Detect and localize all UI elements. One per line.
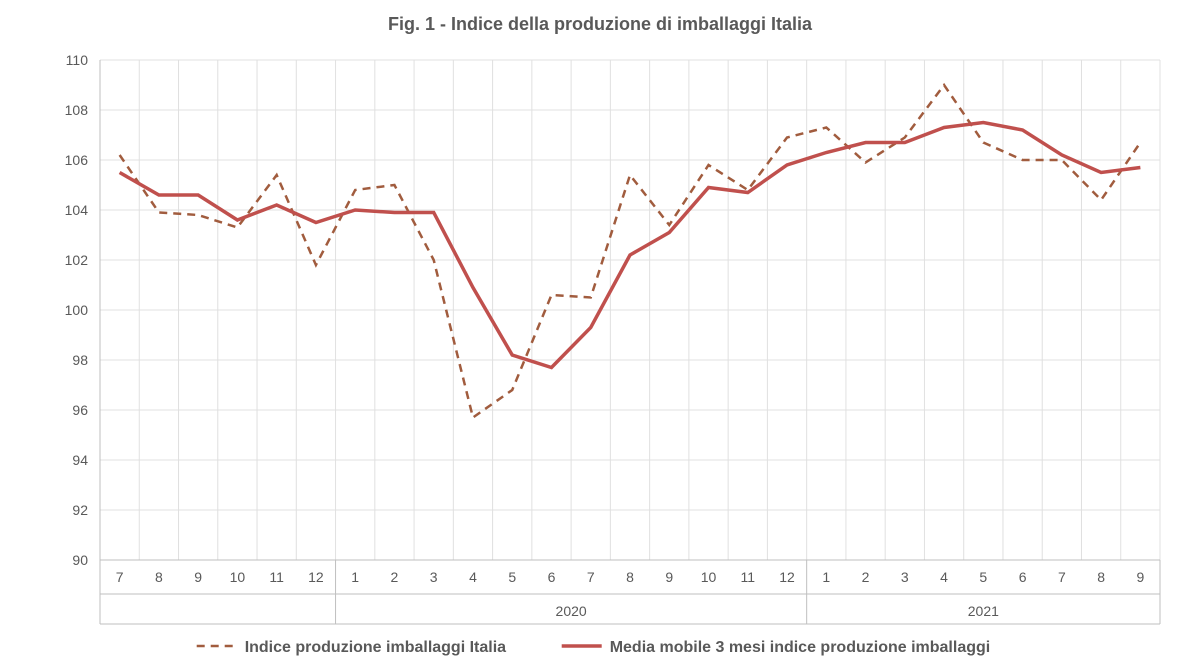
y-tick-label: 106	[65, 152, 89, 168]
chart-title: Fig. 1 - Indice della produzione di imba…	[388, 14, 813, 34]
x-tick-label: 8	[626, 569, 634, 585]
y-tick-label: 104	[65, 202, 89, 218]
legend-label: Indice produzione imballaggi Italia	[245, 639, 506, 656]
x-tick-label: 5	[979, 569, 987, 585]
x-tick-label: 2	[862, 569, 870, 585]
x-tick-label: 3	[901, 569, 909, 585]
y-tick-label: 92	[72, 502, 88, 518]
x-tick-label: 6	[1019, 569, 1027, 585]
x-tick-label: 10	[701, 569, 717, 585]
x-tick-label: 9	[665, 569, 673, 585]
x-tick-label: 10	[230, 569, 246, 585]
y-tick-label: 100	[65, 302, 89, 318]
y-tick-label: 90	[72, 552, 88, 568]
x-tick-label: 2	[391, 569, 399, 585]
x-tick-label: 7	[1058, 569, 1066, 585]
x-tick-label: 6	[548, 569, 556, 585]
x-tick-label: 1	[351, 569, 359, 585]
x-tick-label: 12	[308, 569, 324, 585]
y-tick-label: 108	[65, 102, 89, 118]
legend-label: Media mobile 3 mesi indice produzione im…	[610, 639, 991, 656]
x-tick-label: 1	[822, 569, 830, 585]
x-tick-label: 3	[430, 569, 438, 585]
line-chart: Fig. 1 - Indice della produzione di imba…	[0, 0, 1200, 670]
x-tick-label: 4	[940, 569, 948, 585]
x-tick-label: 7	[587, 569, 595, 585]
x-year-label: 2021	[968, 603, 999, 619]
x-tick-label: 4	[469, 569, 477, 585]
y-tick-label: 94	[72, 452, 88, 468]
x-tick-label: 5	[508, 569, 516, 585]
x-tick-label: 7	[116, 569, 124, 585]
y-tick-label: 96	[72, 402, 88, 418]
x-tick-label: 12	[779, 569, 795, 585]
x-tick-label: 8	[1097, 569, 1105, 585]
x-tick-label: 11	[741, 569, 756, 585]
y-tick-label: 102	[65, 252, 89, 268]
x-tick-label: 9	[194, 569, 202, 585]
x-tick-label: 8	[155, 569, 163, 585]
x-year-label: 2020	[556, 603, 587, 619]
y-tick-label: 110	[66, 52, 89, 68]
chart-container: Fig. 1 - Indice della produzione di imba…	[0, 0, 1200, 670]
y-tick-label: 98	[72, 352, 88, 368]
x-tick-label: 11	[269, 569, 284, 585]
x-tick-label: 9	[1136, 569, 1144, 585]
